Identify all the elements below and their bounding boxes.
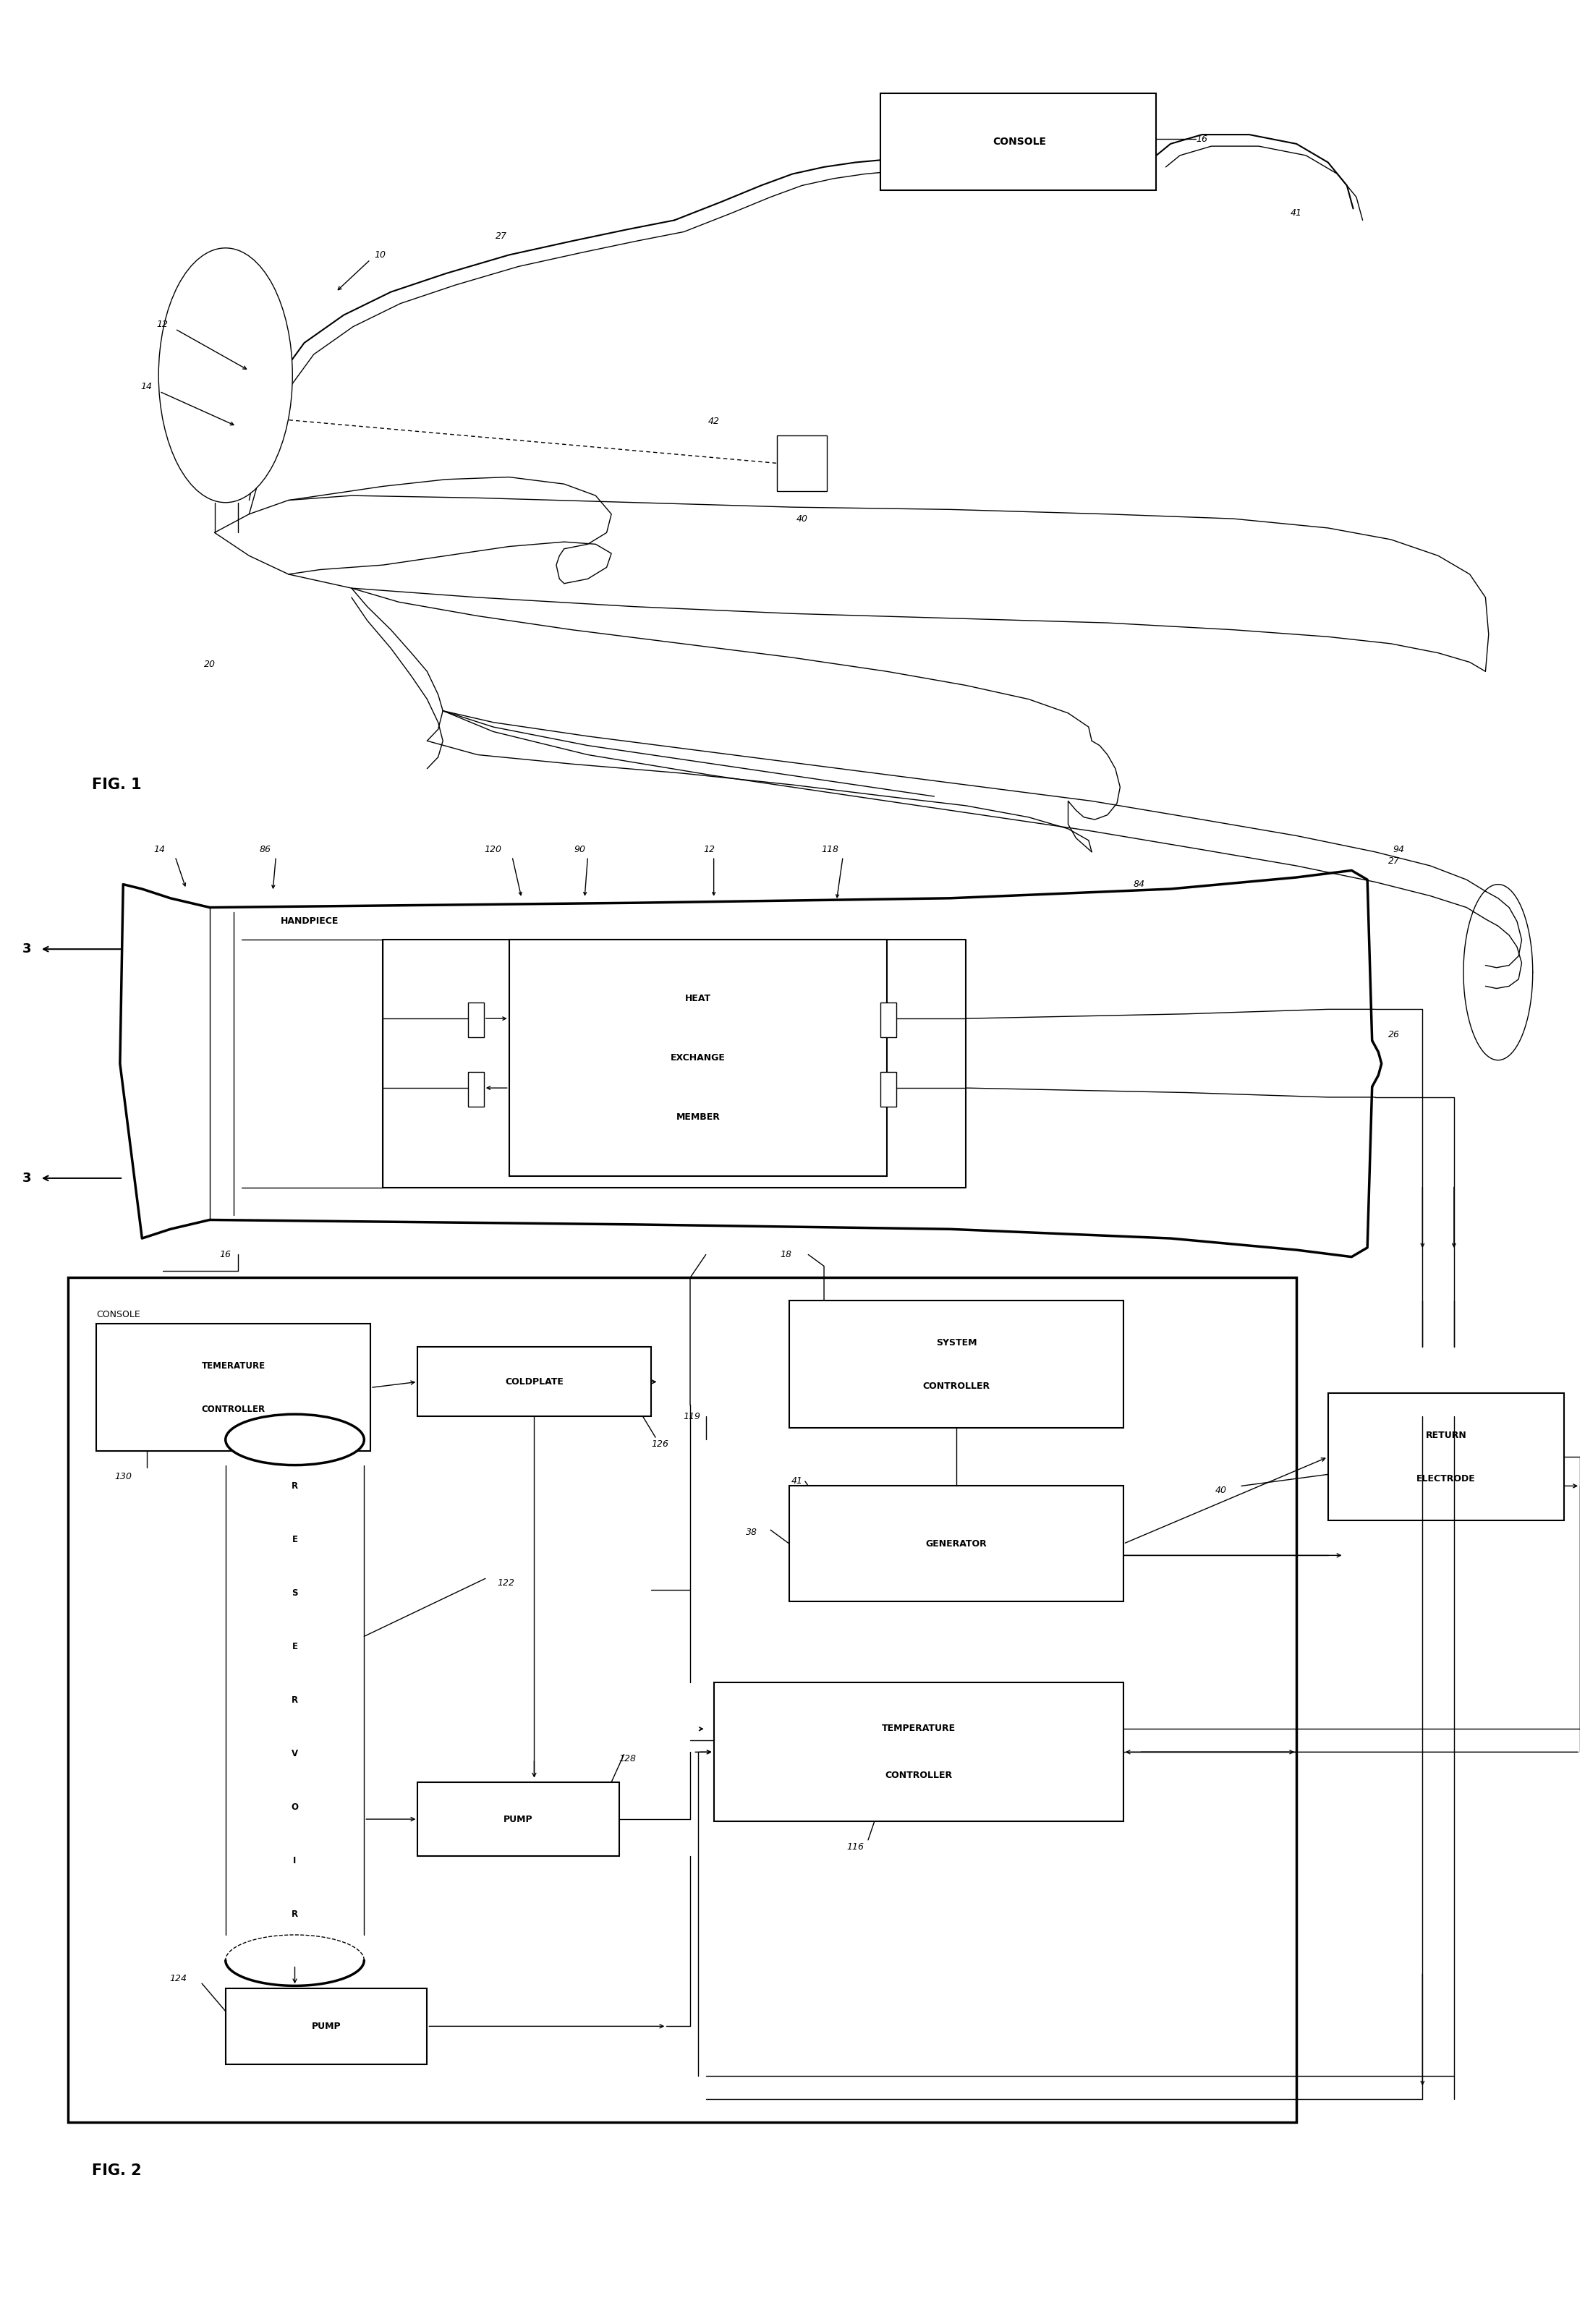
Text: EXCHANGE: EXCHANGE	[670, 1053, 726, 1062]
Bar	[468, 1071, 483, 1106]
Text: E: E	[292, 1641, 298, 1650]
Text: 118: 118	[821, 846, 838, 855]
Bar	[789, 1485, 1124, 1601]
Text: FIG. 1: FIG. 1	[92, 779, 141, 792]
Text: 116: 116	[846, 1843, 864, 1852]
Text: 126: 126	[651, 1439, 669, 1448]
Text: 12: 12	[157, 321, 168, 330]
Text: 94: 94	[1393, 846, 1404, 855]
Text: 10: 10	[374, 251, 385, 260]
Text: 20: 20	[204, 660, 216, 669]
Bar	[789, 1301, 1124, 1429]
Text: HANDPIECE: HANDPIECE	[281, 916, 339, 925]
Text: 41: 41	[791, 1476, 804, 1485]
Text: CONSOLE: CONSOLE	[992, 137, 1046, 146]
Text: MEMBER: MEMBER	[675, 1113, 720, 1122]
Text: E: E	[292, 1534, 298, 1543]
Text: 40: 40	[1216, 1485, 1227, 1494]
Bar	[777, 435, 827, 490]
Bar	[418, 1783, 620, 1857]
Text: PUMP: PUMP	[312, 2022, 341, 2031]
Text: COLDPLATE: COLDPLATE	[506, 1378, 563, 1387]
Text: 84: 84	[1133, 878, 1144, 890]
Text: PUMP: PUMP	[504, 1815, 533, 1824]
Text: 26: 26	[1388, 1030, 1400, 1039]
Bar	[713, 1683, 1124, 1822]
Text: 16: 16	[220, 1250, 231, 1260]
Text: R: R	[292, 1694, 298, 1706]
Text: 14: 14	[141, 381, 152, 390]
Text: 40: 40	[796, 514, 808, 523]
Text: 128: 128	[618, 1755, 636, 1764]
Text: CONTROLLER: CONTROLLER	[922, 1380, 991, 1390]
Text: FIG. 2: FIG. 2	[92, 2164, 141, 2178]
Bar	[418, 1348, 651, 1418]
Bar	[97, 1325, 371, 1450]
Text: 27: 27	[496, 232, 507, 242]
Bar	[881, 1071, 897, 1106]
Text: HEAT: HEAT	[685, 995, 712, 1004]
Text: 120: 120	[485, 846, 502, 855]
Text: GENERATOR: GENERATOR	[926, 1538, 987, 1548]
Text: S: S	[292, 1587, 298, 1597]
Text: 38: 38	[747, 1527, 758, 1536]
Text: 122: 122	[498, 1578, 515, 1587]
Text: RETURN: RETURN	[1425, 1432, 1466, 1441]
Bar	[881, 93, 1157, 191]
Text: 119: 119	[683, 1413, 701, 1422]
Text: I: I	[293, 1857, 296, 1866]
Text: 42: 42	[708, 416, 720, 425]
Bar	[509, 939, 888, 1176]
Text: SYSTEM: SYSTEM	[935, 1339, 976, 1348]
Text: 86: 86	[258, 846, 271, 855]
Text: 90: 90	[574, 846, 586, 855]
Text: V: V	[292, 1748, 298, 1759]
Text: 41: 41	[1290, 209, 1303, 218]
Text: 3: 3	[22, 944, 32, 955]
Text: R: R	[292, 1910, 298, 1920]
Text: 124: 124	[170, 1973, 187, 1982]
Text: 12: 12	[704, 846, 715, 855]
Text: 130: 130	[114, 1471, 132, 1480]
Bar	[881, 1002, 897, 1037]
Text: CONTROLLER: CONTROLLER	[201, 1404, 265, 1413]
Text: 16: 16	[1197, 135, 1208, 144]
Text: ELECTRODE: ELECTRODE	[1417, 1473, 1476, 1483]
Bar	[468, 1002, 483, 1037]
Bar	[225, 1987, 426, 2064]
Text: TEMPERATURE: TEMPERATURE	[881, 1724, 956, 1734]
Text: O: O	[292, 1803, 298, 1813]
Text: R: R	[292, 1480, 298, 1490]
Text: CONSOLE: CONSOLE	[97, 1311, 141, 1320]
Text: 14: 14	[154, 846, 165, 855]
Text: 3: 3	[22, 1171, 32, 1185]
Bar	[1328, 1394, 1564, 1520]
Text: TEMERATURE: TEMERATURE	[201, 1362, 265, 1371]
Bar	[68, 1278, 1297, 2122]
Text: 27: 27	[1388, 858, 1400, 867]
Text: 18: 18	[780, 1250, 792, 1260]
Ellipse shape	[225, 1415, 365, 1464]
Text: CONTROLLER: CONTROLLER	[884, 1771, 953, 1780]
Ellipse shape	[159, 249, 293, 502]
